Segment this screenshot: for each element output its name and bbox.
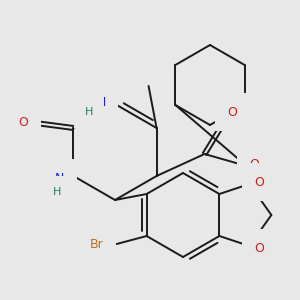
Text: N: N (96, 95, 106, 109)
Text: O: O (254, 242, 264, 254)
Text: O: O (250, 158, 260, 170)
Text: O: O (228, 106, 238, 118)
Text: O: O (19, 116, 28, 130)
Text: H: H (85, 107, 93, 117)
Text: O: O (254, 176, 264, 188)
Text: N: N (55, 172, 64, 184)
Text: H: H (53, 187, 61, 197)
Text: Br: Br (90, 238, 104, 250)
